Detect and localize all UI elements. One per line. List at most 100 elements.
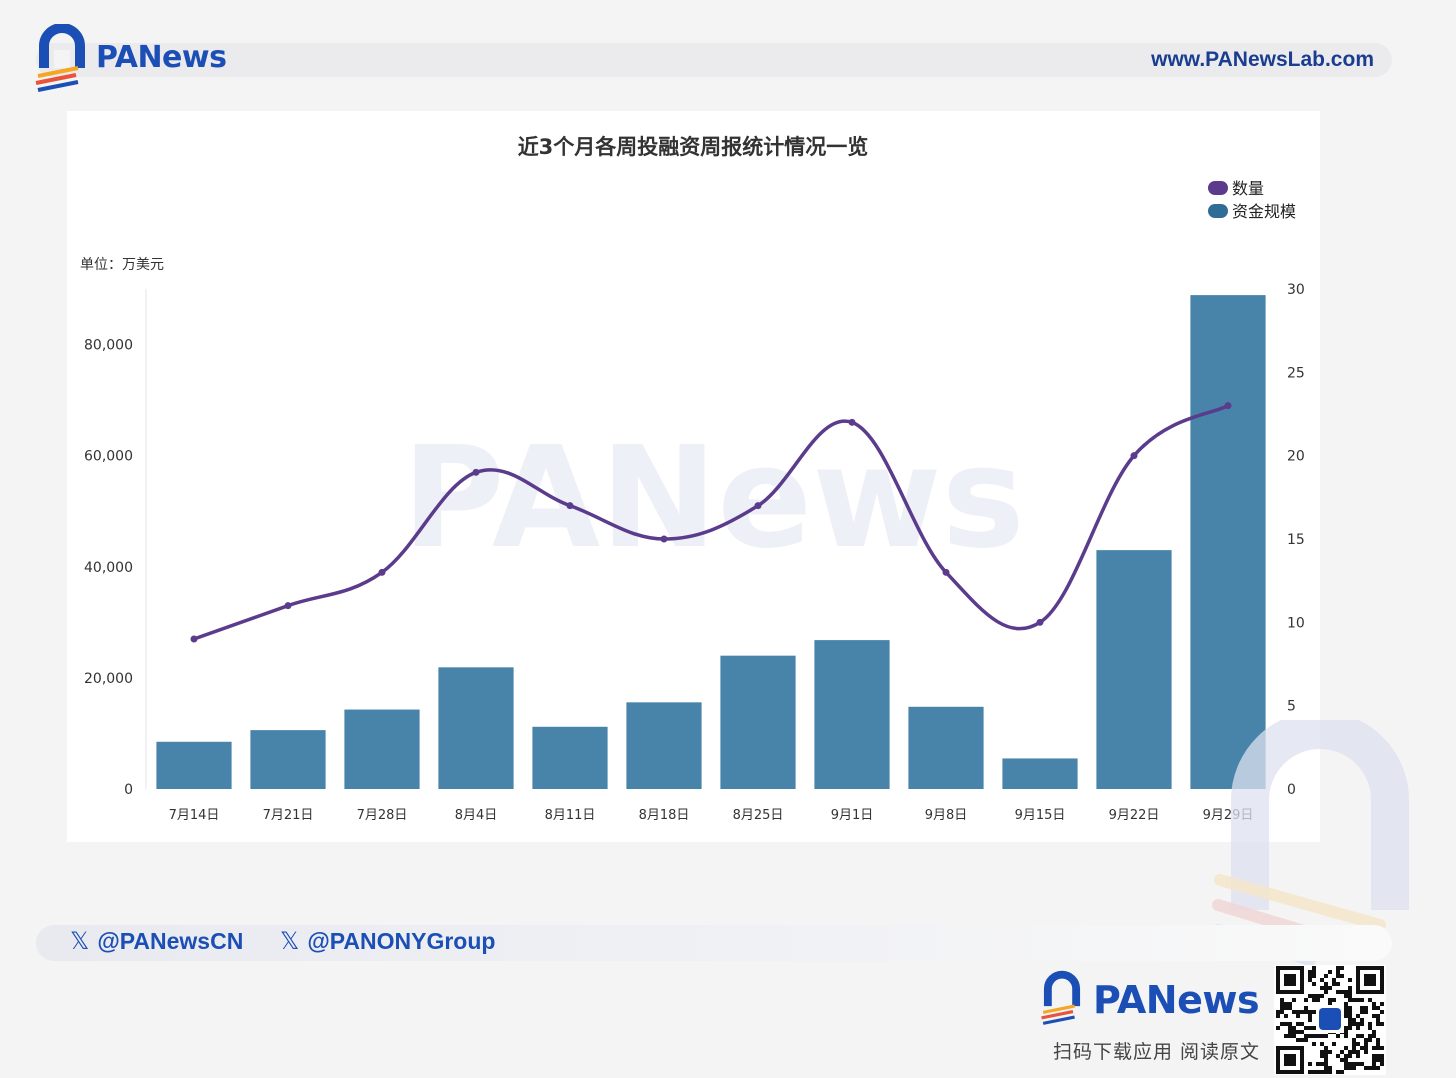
qr-module xyxy=(1364,1006,1368,1010)
qr-module xyxy=(1368,1066,1372,1070)
qr-module xyxy=(1312,1034,1316,1038)
qr-module xyxy=(1348,1006,1352,1010)
qr-module xyxy=(1292,998,1296,1002)
qr-module xyxy=(1300,1010,1304,1014)
x-tick-label: 8月18日 xyxy=(639,808,690,823)
line-series xyxy=(190,402,1232,643)
qr-module xyxy=(1348,994,1352,998)
qr-module xyxy=(1356,998,1360,1002)
line-point xyxy=(190,635,198,643)
left-axis-ticks: 0 20,000 40,000 60,000 80,000 xyxy=(84,338,133,798)
qr-module xyxy=(1360,998,1364,1002)
qr-module xyxy=(1316,994,1320,998)
qr-module xyxy=(1380,1002,1384,1006)
site-url[interactable]: www.PANewsLab.com xyxy=(1151,48,1374,71)
qr-module xyxy=(1344,1062,1348,1066)
qr-module xyxy=(1356,1026,1360,1030)
qr-module xyxy=(1308,994,1312,998)
x-tick-label: 9月22日 xyxy=(1109,808,1160,823)
qr-module xyxy=(1308,970,1312,974)
qr-module xyxy=(1324,1034,1328,1038)
qr-module xyxy=(1280,1006,1284,1010)
x-tick-label: 8月25日 xyxy=(733,808,784,823)
footer-bar xyxy=(36,925,1392,961)
qr-module xyxy=(1344,1014,1348,1018)
social-handle: @PANewsCN xyxy=(97,928,244,954)
qr-code-icon[interactable] xyxy=(1274,965,1386,1075)
qr-module xyxy=(1276,1014,1280,1018)
qr-module xyxy=(1308,1026,1312,1030)
qr-module xyxy=(1380,1046,1384,1050)
qr-module xyxy=(1324,986,1328,990)
qr-module xyxy=(1288,1022,1292,1026)
qr-module xyxy=(1344,994,1348,998)
qr-module xyxy=(1376,1046,1380,1050)
left-tick-label: 60,000 xyxy=(84,449,133,465)
qr-module xyxy=(1336,982,1340,986)
qr-module xyxy=(1304,1026,1308,1030)
left-tick-label: 0 xyxy=(124,782,133,798)
qr-module xyxy=(1296,1038,1300,1042)
qr-module xyxy=(1328,986,1332,990)
qr-module xyxy=(1332,982,1336,986)
qr-module xyxy=(1376,1042,1380,1046)
qr-module xyxy=(1352,1046,1356,1050)
legend-label: 数量 xyxy=(1232,179,1264,198)
qr-module xyxy=(1280,998,1284,1002)
qr-module xyxy=(1344,1034,1348,1038)
qr-module xyxy=(1336,1034,1340,1038)
qr-module xyxy=(1372,1066,1376,1070)
right-tick-label: 30 xyxy=(1287,282,1305,298)
qr-module xyxy=(1328,1070,1332,1074)
chart: PANews 近3个月各周投融资周报统计情况一览 单位：万美元 0 20,000 4… xyxy=(80,135,1305,823)
qr-module xyxy=(1312,1070,1316,1074)
qr-module xyxy=(1288,1030,1292,1034)
social-link-panewscn[interactable]: 𝕏 @PANewsCN xyxy=(70,927,243,956)
qr-module xyxy=(1360,1062,1364,1066)
qr-module xyxy=(1376,1018,1380,1022)
bar xyxy=(250,730,326,789)
line-point xyxy=(566,502,574,510)
qr-module xyxy=(1336,966,1340,970)
qr-module xyxy=(1288,1026,1292,1030)
qr-module xyxy=(1320,1042,1324,1046)
qr-module xyxy=(1292,1034,1296,1038)
qr-module xyxy=(1372,1034,1376,1038)
qr-finder xyxy=(1364,974,1376,986)
qr-module xyxy=(1328,970,1332,974)
right-tick-label: 5 xyxy=(1287,699,1296,715)
qr-module xyxy=(1376,1054,1380,1058)
line-point xyxy=(754,502,762,510)
bar xyxy=(1096,550,1172,789)
bar xyxy=(908,706,984,789)
qr-module xyxy=(1308,978,1312,982)
qr-finder xyxy=(1284,1054,1296,1066)
right-tick-label: 15 xyxy=(1287,532,1305,548)
qr-module xyxy=(1348,1050,1352,1054)
right-tick-label: 25 xyxy=(1287,365,1305,381)
bar xyxy=(1002,758,1078,789)
qr-center-logo xyxy=(1319,1008,1341,1030)
qr-module xyxy=(1304,1038,1308,1042)
qr-module xyxy=(1372,1058,1376,1062)
qr-module xyxy=(1328,1066,1332,1070)
qr-module xyxy=(1336,1054,1340,1058)
qr-module xyxy=(1348,1054,1352,1058)
qr-module xyxy=(1356,1062,1360,1066)
qr-module xyxy=(1336,1070,1340,1074)
bar xyxy=(814,640,890,789)
line-point xyxy=(1224,402,1232,410)
social-link-panonygroup[interactable]: 𝕏 @PANONYGroup xyxy=(280,927,495,956)
qr-module xyxy=(1356,1042,1360,1046)
qr-module xyxy=(1320,994,1324,998)
qr-module xyxy=(1312,994,1316,998)
qr-module xyxy=(1368,998,1372,1002)
qr-module xyxy=(1344,990,1348,994)
qr-module xyxy=(1344,1058,1348,1062)
qr-module xyxy=(1356,1054,1360,1058)
qr-module xyxy=(1308,1014,1312,1018)
qr-module xyxy=(1356,1014,1360,1018)
qr-module xyxy=(1364,1046,1368,1050)
legend-label: 资金规模 xyxy=(1232,202,1296,221)
